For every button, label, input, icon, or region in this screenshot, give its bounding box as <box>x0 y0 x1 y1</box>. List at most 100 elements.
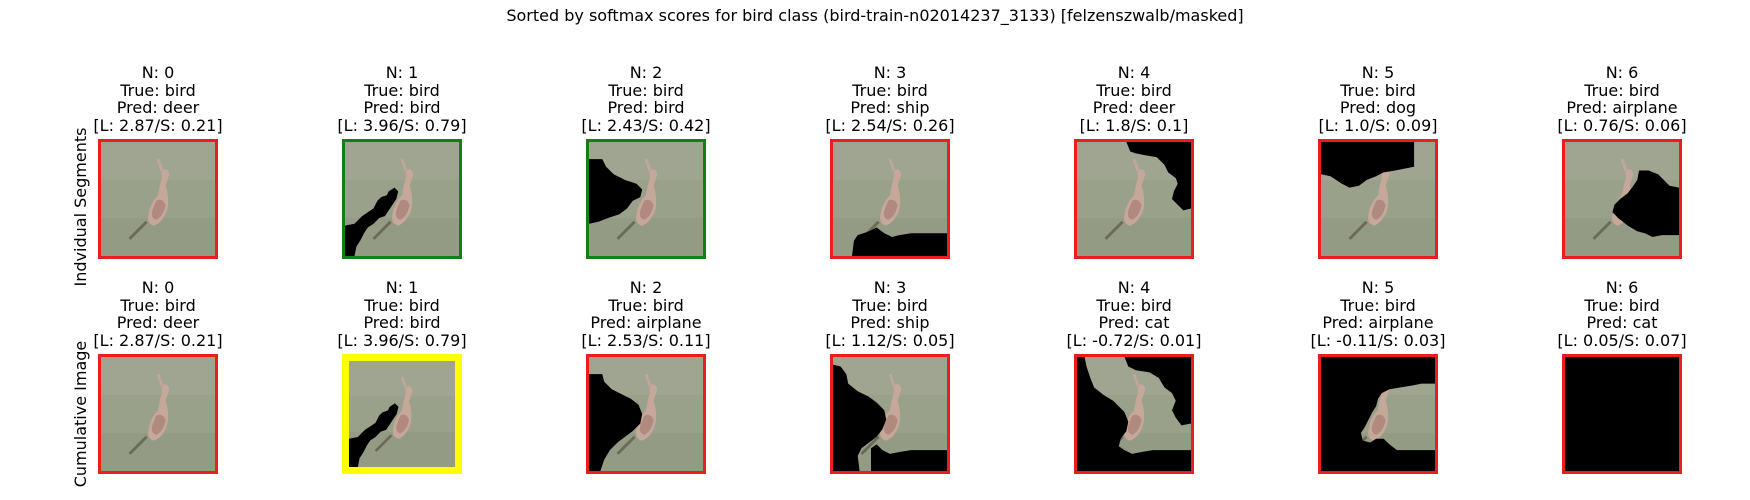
panel-cumulative-2: N: 2 True: bird Pred: airplane [L: 2.53/S: … <box>571 279 721 474</box>
panel-title-pred: Pred: bird <box>363 98 441 117</box>
panel-title-true: True: bird <box>1584 295 1660 315</box>
panel-title-scores: [L: -0.72/S: 0.01] <box>1066 330 1202 350</box>
panel-title-n: N: 6 <box>1605 278 1639 297</box>
panel-title-n: N: 4 <box>1117 63 1151 82</box>
panel-title-true: True: bird <box>364 80 440 100</box>
panel-segment-1: N: 1 True: bird Pred: bird [L: 3.96/S: 0.79… <box>327 64 477 259</box>
panel-title-scores: [L: 3.96/S: 0.79] <box>337 115 467 135</box>
panel-title-scores: [L: -0.11/S: 0.03] <box>1310 330 1446 350</box>
panel-title-n: N: 1 <box>385 278 419 297</box>
panel-title-n: N: 2 <box>629 278 663 297</box>
panel-title-pred: Pred: cat <box>1586 313 1658 332</box>
panel-title-scores: [L: 2.43/S: 0.42] <box>581 115 711 135</box>
panel-segment-0: N: 0 True: bird Pred: deer [L: 2.87/S: 0.21… <box>83 64 233 259</box>
panel-title-scores: [L: 1.8/S: 0.1] <box>1079 115 1189 135</box>
panel-image <box>1562 139 1682 259</box>
row-label-individual: Indvidual Segments <box>71 127 90 287</box>
panel-title-true: True: bird <box>608 80 684 100</box>
panel-title-true: True: bird <box>364 295 440 315</box>
panel-title-n: N: 2 <box>629 63 663 82</box>
panel-title-pred: Pred: dog <box>1339 98 1417 117</box>
panel-image <box>1074 139 1194 259</box>
panel-title-scores: [L: 1.12/S: 0.05] <box>825 330 955 350</box>
panel-cumulative-3: N: 3 True: bird Pred: ship [L: 1.12/S: 0.05… <box>815 279 965 474</box>
panel-title-scores: [L: 0.76/S: 0.06] <box>1557 115 1687 135</box>
panel-title-pred: Pred: airplane <box>590 313 702 332</box>
panel-title-n: N: 5 <box>1361 63 1395 82</box>
panel-cumulative-1: N: 1 True: bird Pred: bird [L: 3.96/S: 0.79… <box>327 279 477 474</box>
panel-title-scores: [L: 2.54/S: 0.26] <box>825 115 955 135</box>
panel-title: N: 2 True: bird Pred: bird [L: 2.43/S: 0.42… <box>571 64 721 134</box>
panel-title: N: 4 True: bird Pred: cat [L: -0.72/S: 0.01… <box>1059 279 1209 349</box>
panel-title-n: N: 5 <box>1361 278 1395 297</box>
panel-image <box>1318 139 1438 259</box>
panel-title-scores: [L: 1.0/S: 0.09] <box>1318 115 1438 135</box>
panel-title: N: 4 True: bird Pred: deer [L: 1.8/S: 0.1] <box>1059 64 1209 134</box>
panel-title-true: True: bird <box>852 295 928 315</box>
panel-image <box>1074 354 1194 474</box>
panel-title-true: True: bird <box>852 80 928 100</box>
panel-title: N: 5 True: bird Pred: airplane [L: -0.11/S:… <box>1303 279 1453 349</box>
panel-title: N: 0 True: bird Pred: deer [L: 2.87/S: 0.21… <box>83 279 233 349</box>
panel-title-true: True: bird <box>608 295 684 315</box>
row-label-cumulative: Cumulative Image <box>71 340 90 488</box>
panel-image <box>830 139 950 259</box>
panel-title: N: 5 True: bird Pred: dog [L: 1.0/S: 0.09] <box>1303 64 1453 134</box>
panel-title-true: True: bird <box>120 80 196 100</box>
panel-title-scores: [L: 3.96/S: 0.79] <box>337 330 467 350</box>
panel-image <box>342 354 462 474</box>
panel-image <box>1318 354 1438 474</box>
panel-title-pred: Pred: deer <box>116 313 200 332</box>
panel-segment-5: N: 5 True: bird Pred: dog [L: 1.0/S: 0.09] <box>1303 64 1453 259</box>
panel-image <box>1562 354 1682 474</box>
panel-title: N: 1 True: bird Pred: bird [L: 3.96/S: 0.79… <box>327 279 477 349</box>
panel-cumulative-5: N: 5 True: bird Pred: airplane [L: -0.11/S:… <box>1303 279 1453 474</box>
panel-title-pred: Pred: deer <box>116 98 200 117</box>
panel-cumulative-6: N: 6 True: bird Pred: cat [L: 0.05/S: 0.07] <box>1547 279 1697 474</box>
panel-title-pred: Pred: airplane <box>1566 98 1678 117</box>
panel-title: N: 1 True: bird Pred: bird [L: 3.96/S: 0.79… <box>327 64 477 134</box>
panel-title-pred: Pred: deer <box>1092 98 1176 117</box>
panel-segment-3: N: 3 True: bird Pred: ship [L: 2.54/S: 0.26… <box>815 64 965 259</box>
panel-image <box>98 354 218 474</box>
panel-title: N: 6 True: bird Pred: cat [L: 0.05/S: 0.07] <box>1547 279 1697 349</box>
panel-title-n: N: 3 <box>873 63 907 82</box>
panel-title: N: 3 True: bird Pred: ship [L: 1.12/S: 0.05… <box>815 279 965 349</box>
panel-title-scores: [L: 2.53/S: 0.11] <box>581 330 711 350</box>
panel-title-n: N: 6 <box>1605 63 1639 82</box>
panel-title-pred: Pred: airplane <box>1322 313 1434 332</box>
panel-segment-4: N: 4 True: bird Pred: deer [L: 1.8/S: 0.1] <box>1059 64 1209 259</box>
panel-title-n: N: 1 <box>385 63 419 82</box>
panel-image <box>830 354 950 474</box>
panel-cumulative-4: N: 4 True: bird Pred: cat [L: -0.72/S: 0.01… <box>1059 279 1209 474</box>
panel-segment-2: N: 2 True: bird Pred: bird [L: 2.43/S: 0.42… <box>571 64 721 259</box>
panel-title-true: True: bird <box>1584 80 1660 100</box>
panel-image <box>586 139 706 259</box>
panel-title-n: N: 4 <box>1117 278 1151 297</box>
panel-title: N: 6 True: bird Pred: airplane [L: 0.76/S: … <box>1547 64 1697 134</box>
panel-title-true: True: bird <box>120 295 196 315</box>
panel-title-pred: Pred: bird <box>363 313 441 332</box>
panel-title-true: True: bird <box>1340 80 1416 100</box>
panel-title-true: True: bird <box>1340 295 1416 315</box>
panel-title-pred: Pred: cat <box>1098 313 1170 332</box>
panel-title: N: 3 True: bird Pred: ship [L: 2.54/S: 0.26… <box>815 64 965 134</box>
panel-title-scores: [L: 2.87/S: 0.21] <box>93 115 223 135</box>
panel-segment-6: N: 6 True: bird Pred: airplane [L: 0.76/S: … <box>1547 64 1697 259</box>
figure-title: Sorted by softmax scores for bird class … <box>506 6 1244 25</box>
panel-title: N: 2 True: bird Pred: airplane [L: 2.53/S: … <box>571 279 721 349</box>
panel-title-true: True: bird <box>1096 295 1172 315</box>
panel-cumulative-0: N: 0 True: bird Pred: deer [L: 2.87/S: 0.21… <box>83 279 233 474</box>
panel-title-pred: Pred: ship <box>850 313 930 332</box>
panel-image <box>98 139 218 259</box>
panel-title-scores: [L: 2.87/S: 0.21] <box>93 330 223 350</box>
panel-image <box>586 354 706 474</box>
panel-title: N: 0 True: bird Pred: deer [L: 2.87/S: 0.21… <box>83 64 233 134</box>
panel-title-n: N: 0 <box>141 278 175 297</box>
panel-title-true: True: bird <box>1096 80 1172 100</box>
panel-title-pred: Pred: bird <box>607 98 685 117</box>
panel-title-pred: Pred: ship <box>850 98 930 117</box>
panel-title-n: N: 0 <box>141 63 175 82</box>
panel-title-n: N: 3 <box>873 278 907 297</box>
panel-image <box>342 139 462 259</box>
